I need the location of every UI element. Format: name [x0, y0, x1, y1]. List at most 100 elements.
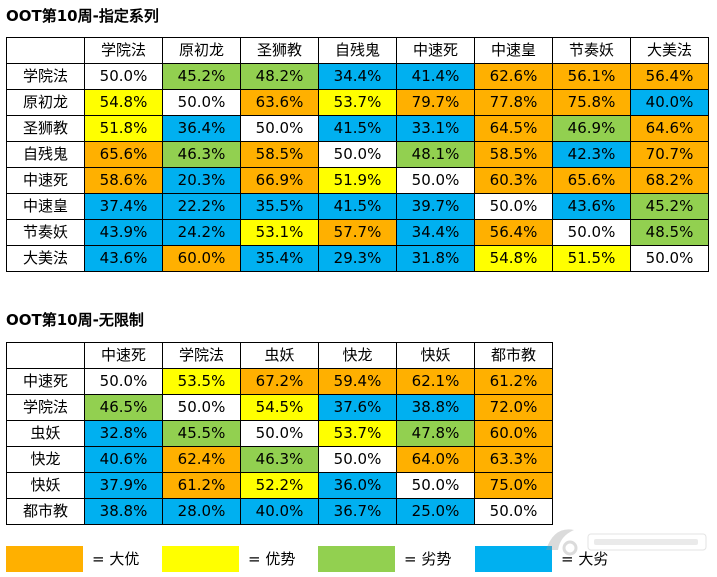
winrate-cell: 34.4% [318, 63, 397, 90]
winrate-cell: 35.4% [240, 245, 319, 272]
winrate-cell: 60.0% [162, 245, 241, 272]
column-header: 中速死 [396, 37, 475, 64]
winrate-cell: 60.0% [474, 420, 553, 447]
legend-swatch-disadv [318, 546, 395, 572]
table-row: 中速皇 37.4% 22.2% 35.5% 41.5% 39.7% 50.0% 43.6% 45… [6, 193, 709, 220]
winrate-cell: 38.8% [84, 498, 163, 525]
winrate-cell: 51.8% [84, 115, 163, 142]
matchup-table-specified: 学院法 原初龙 圣狮教 自残鬼 中速死 中速皇 节奏妖 大美法 学院法 50.0% 45.2% 48.… [6, 37, 709, 272]
row-header: 快龙 [6, 446, 85, 473]
winrate-cell: 42.3% [552, 141, 631, 168]
winrate-cell: 72.0% [474, 394, 553, 421]
winrate-cell: 51.9% [318, 167, 397, 194]
winrate-cell: 67.2% [240, 368, 319, 395]
winrate-cell: 65.6% [552, 167, 631, 194]
winrate-cell: 79.7% [396, 89, 475, 116]
winrate-cell: 68.2% [630, 167, 709, 194]
winrate-cell: 50.0% [630, 245, 709, 272]
table-row: 快龙 40.6% 62.4% 46.3% 50.0% 64.0% 63.3% [6, 446, 553, 473]
winrate-cell: 31.8% [396, 245, 475, 272]
winrate-cell: 57.7% [318, 219, 397, 246]
color-legend: = 大优 = 优势 = 劣势 = 大劣 [0, 545, 717, 573]
legend-swatch-adv [162, 546, 239, 572]
winrate-cell: 54.8% [84, 89, 163, 116]
table1-title: OOT第10周-指定系列 [6, 7, 159, 25]
winrate-cell: 62.6% [474, 63, 553, 90]
winrate-cell: 48.2% [240, 63, 319, 90]
winrate-cell: 51.5% [552, 245, 631, 272]
table-row: 中速死 50.0% 53.5% 67.2% 59.4% 62.1% 61.2% [6, 368, 553, 395]
table-row: 虫妖 32.8% 45.5% 50.0% 53.7% 47.8% 60.0% [6, 420, 553, 447]
winrate-cell: 43.9% [84, 219, 163, 246]
winrate-cell: 38.8% [396, 394, 475, 421]
winrate-cell: 61.2% [162, 472, 241, 499]
winrate-cell: 35.5% [240, 193, 319, 220]
column-header: 中速死 [84, 342, 163, 369]
column-header: 中速皇 [474, 37, 553, 64]
column-header: 虫妖 [240, 342, 319, 369]
winrate-cell: 66.9% [240, 167, 319, 194]
winrate-cell: 45.2% [162, 63, 241, 90]
winrate-cell: 43.6% [552, 193, 631, 220]
table-row: 都市教 38.8% 28.0% 40.0% 36.7% 25.0% 50.0% [6, 498, 553, 525]
winrate-cell: 34.4% [396, 219, 475, 246]
winrate-cell: 50.0% [396, 167, 475, 194]
winrate-cell: 63.3% [474, 446, 553, 473]
legend-swatch-big-adv [6, 546, 83, 572]
winrate-cell: 50.0% [162, 89, 241, 116]
table-row: 中速死 58.6% 20.3% 66.9% 51.9% 50.0% 60.3% 65.6% 68… [6, 167, 709, 194]
winrate-cell: 61.2% [474, 368, 553, 395]
table-row: 快妖 37.9% 61.2% 52.2% 36.0% 50.0% 75.0% [6, 472, 553, 499]
column-header: 学院法 [84, 37, 163, 64]
column-header: 学院法 [162, 342, 241, 369]
winrate-cell: 50.0% [240, 420, 319, 447]
winrate-cell: 77.8% [474, 89, 553, 116]
winrate-cell: 47.8% [396, 420, 475, 447]
winrate-cell: 46.3% [162, 141, 241, 168]
winrate-cell: 54.8% [474, 245, 553, 272]
winrate-cell: 65.6% [84, 141, 163, 168]
corner-cell [6, 37, 85, 64]
winrate-cell: 50.0% [162, 394, 241, 421]
row-header: 圣狮教 [6, 115, 85, 142]
winrate-cell: 33.1% [396, 115, 475, 142]
header-row: 中速死 学院法 虫妖 快龙 快妖 都市教 [6, 342, 553, 369]
winrate-cell: 50.0% [318, 141, 397, 168]
winrate-cell: 53.7% [318, 420, 397, 447]
winrate-cell: 58.5% [474, 141, 553, 168]
legend-label-big-adv: = 大优 [92, 550, 140, 568]
winrate-cell: 56.4% [630, 63, 709, 90]
row-header: 自残鬼 [6, 141, 85, 168]
winrate-cell: 41.5% [318, 193, 397, 220]
legend-label-disadv: = 劣势 [404, 550, 452, 568]
header-row: 学院法 原初龙 圣狮教 自残鬼 中速死 中速皇 节奏妖 大美法 [6, 37, 709, 64]
winrate-cell: 29.3% [318, 245, 397, 272]
winrate-cell: 43.6% [84, 245, 163, 272]
column-header: 快龙 [318, 342, 397, 369]
row-header: 虫妖 [6, 420, 85, 447]
table-row: 学院法 50.0% 45.2% 48.2% 34.4% 41.4% 62.6% 56.1% 56… [6, 63, 709, 90]
row-header: 中速皇 [6, 193, 85, 220]
table-row: 圣狮教 51.8% 36.4% 50.0% 41.5% 33.1% 64.5% 46.9% 64… [6, 115, 709, 142]
legend-label-adv: = 优势 [248, 550, 296, 568]
winrate-cell: 37.9% [84, 472, 163, 499]
winrate-cell: 50.0% [474, 193, 553, 220]
table-row: 自残鬼 65.6% 46.3% 58.5% 50.0% 48.1% 58.5% 42.3% 70… [6, 141, 709, 168]
row-header: 学院法 [6, 394, 85, 421]
winrate-cell: 70.7% [630, 141, 709, 168]
winrate-cell: 58.6% [84, 167, 163, 194]
row-header: 大美法 [6, 245, 85, 272]
winrate-cell: 53.7% [318, 89, 397, 116]
winrate-cell: 75.8% [552, 89, 631, 116]
table2-title: OOT第10周-无限制 [6, 311, 144, 329]
winrate-cell: 48.5% [630, 219, 709, 246]
winrate-cell: 41.5% [318, 115, 397, 142]
winrate-cell: 46.5% [84, 394, 163, 421]
winrate-cell: 39.7% [396, 193, 475, 220]
winrate-cell: 36.0% [318, 472, 397, 499]
winrate-cell: 37.4% [84, 193, 163, 220]
winrate-cell: 24.2% [162, 219, 241, 246]
winrate-cell: 50.0% [318, 446, 397, 473]
legend-label-big-disadv: = 大劣 [561, 550, 609, 568]
winrate-cell: 53.1% [240, 219, 319, 246]
